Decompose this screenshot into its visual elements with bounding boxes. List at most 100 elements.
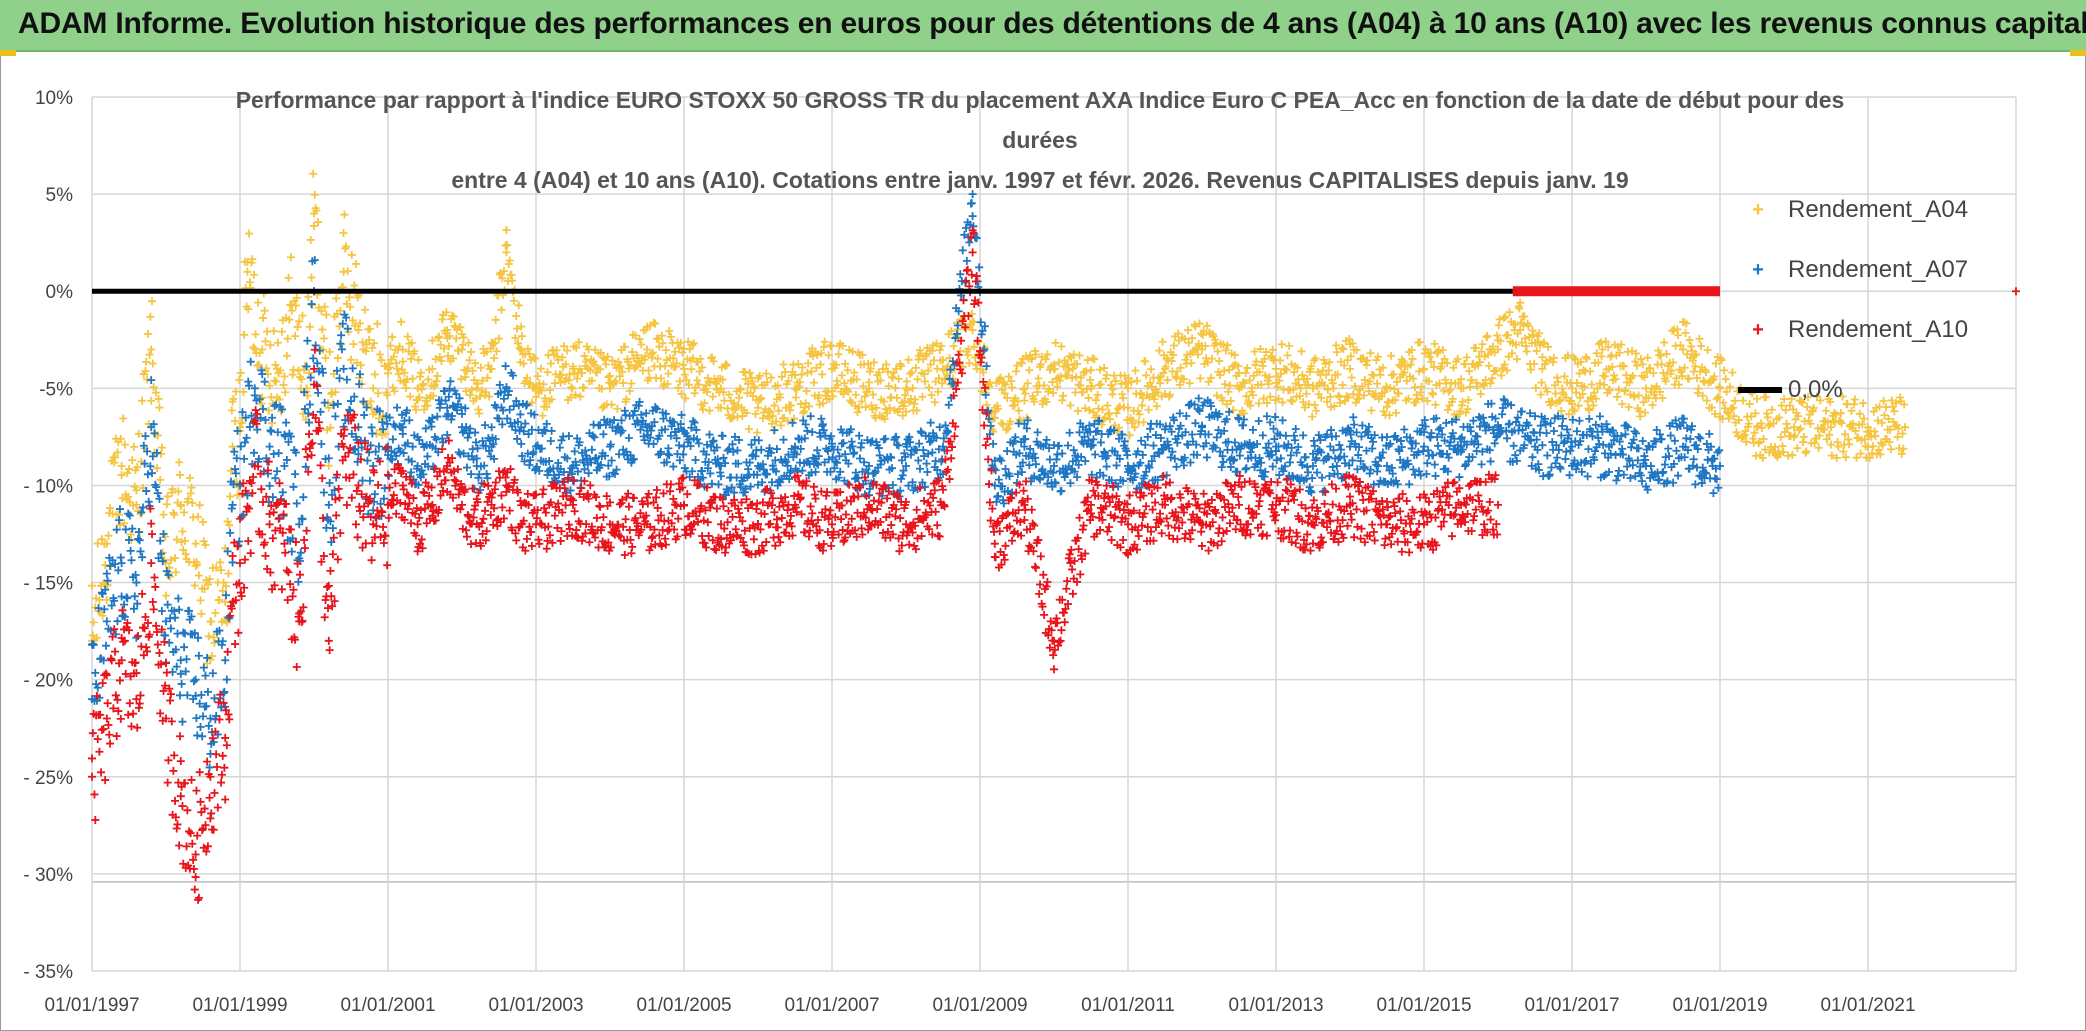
data-point-rendement-a07 <box>1691 480 1700 489</box>
data-point-rendement-a04 <box>468 366 477 375</box>
data-point-rendement-a07 <box>127 556 136 565</box>
data-point-rendement-a10 <box>572 526 581 535</box>
data-point-rendement-a04 <box>452 334 461 343</box>
data-point-rendement-a04 <box>582 357 591 366</box>
data-point-rendement-a04 <box>1158 337 1167 346</box>
data-point-rendement-a07 <box>198 732 207 741</box>
data-point-rendement-a07 <box>178 717 187 726</box>
data-point-rendement-a04 <box>269 327 278 336</box>
data-point-rendement-a10 <box>379 522 388 531</box>
data-point-rendement-a04 <box>194 571 203 580</box>
data-point-rendement-a10 <box>347 493 356 502</box>
data-point-rendement-a10 <box>265 510 274 519</box>
data-point-rendement-a07 <box>339 364 348 373</box>
data-point-rendement-a04 <box>116 434 125 443</box>
data-point-rendement-a07 <box>1281 431 1290 440</box>
data-point-rendement-a10 <box>203 842 212 851</box>
data-point-rendement-a04 <box>456 323 465 332</box>
data-point-rendement-a04 <box>681 394 690 403</box>
data-point-rendement-a04 <box>1272 364 1280 373</box>
data-point-rendement-a07 <box>624 434 633 443</box>
data-point-rendement-a07 <box>1679 414 1688 423</box>
data-point-rendement-a04 <box>1462 353 1471 362</box>
data-point-rendement-a04 <box>1020 396 1029 405</box>
data-point-rendement-a04 <box>700 399 709 408</box>
data-point-rendement-a04 <box>678 348 687 357</box>
data-point-rendement-a04 <box>321 353 330 362</box>
data-point-rendement-a07 <box>1033 428 1042 437</box>
data-point-rendement-a07 <box>1198 423 1206 432</box>
data-point-rendement-a07 <box>423 452 432 461</box>
data-point-rendement-a07 <box>1455 473 1464 482</box>
data-point-rendement-a04 <box>1662 349 1671 358</box>
data-point-rendement-a04 <box>374 389 383 398</box>
data-point-rendement-a04 <box>576 392 585 401</box>
data-point-rendement-a04 <box>663 379 672 388</box>
data-point-rendement-a04 <box>128 456 137 465</box>
data-point-rendement-a10 <box>190 885 199 894</box>
data-point-rendement-a07 <box>433 412 442 421</box>
data-point-rendement-a04 <box>245 229 254 238</box>
data-point-rendement-a10 <box>300 544 309 553</box>
data-point-rendement-a07 <box>717 472 725 481</box>
data-point-rendement-a04 <box>502 248 511 257</box>
data-point-rendement-a04 <box>607 400 616 409</box>
data-point-rendement-a04 <box>648 348 657 357</box>
data-point-rendement-a04 <box>200 585 209 594</box>
data-point-rendement-a04 <box>340 210 349 219</box>
data-point-rendement-a04 <box>222 618 231 627</box>
data-point-rendement-a07 <box>968 212 977 221</box>
data-point-rendement-a10 <box>383 561 392 570</box>
data-point-rendement-a04 <box>1196 374 1205 383</box>
data-point-rendement-a07 <box>1612 476 1621 485</box>
data-point-rendement-a07 <box>1591 420 1600 429</box>
data-point-rendement-a10 <box>138 589 147 598</box>
data-point-rendement-a04 <box>275 395 284 404</box>
data-point-rendement-a04 <box>1505 308 1514 317</box>
data-point-rendement-a10 <box>292 663 301 672</box>
data-point-rendement-a04 <box>231 416 240 425</box>
data-point-rendement-a10 <box>96 710 105 719</box>
data-point-rendement-a07 <box>299 493 308 502</box>
data-point-rendement-a07 <box>808 428 817 437</box>
data-point-rendement-a04 <box>130 482 139 491</box>
data-point-rendement-a10 <box>599 513 608 522</box>
data-point-rendement-a04 <box>1845 440 1854 449</box>
data-point-rendement-a04 <box>1096 380 1105 389</box>
data-point-rendement-a04 <box>123 469 132 478</box>
data-point-rendement-a04 <box>125 465 133 474</box>
data-point-rendement-a07 <box>130 592 139 601</box>
data-point-rendement-a04 <box>490 338 499 347</box>
data-point-rendement-a07 <box>1217 463 1226 472</box>
data-point-rendement-a07 <box>365 476 374 485</box>
data-point-rendement-a04 <box>1657 360 1666 369</box>
data-point-rendement-a07 <box>1166 453 1175 462</box>
data-point-rendement-a04 <box>271 360 280 369</box>
data-point-rendement-a07 <box>319 368 328 377</box>
data-point-rendement-a07 <box>189 677 198 686</box>
data-point-rendement-a04 <box>190 581 199 590</box>
data-point-rendement-a07 <box>173 629 182 638</box>
data-point-rendement-a04 <box>402 383 411 392</box>
data-point-rendement-a04 <box>159 510 168 519</box>
data-point-rendement-a04 <box>185 474 194 483</box>
data-point-rendement-a04 <box>1297 347 1306 356</box>
data-point-rendement-a04 <box>373 319 382 328</box>
data-point-rendement-a07 <box>208 669 217 678</box>
data-point-rendement-a04 <box>616 362 625 371</box>
data-point-rendement-a04 <box>108 509 117 518</box>
data-point-rendement-a07 <box>463 433 472 442</box>
data-point-rendement-a04 <box>1488 374 1497 383</box>
data-point-rendement-a04 <box>249 343 258 352</box>
data-point-rendement-a04 <box>481 388 490 397</box>
data-point-rendement-a04 <box>708 392 717 401</box>
data-point-rendement-a10 <box>323 583 332 592</box>
data-point-rendement-a04 <box>718 375 727 384</box>
data-point-rendement-a10 <box>97 768 106 777</box>
data-point-rendement-a07 <box>348 364 357 373</box>
data-point-rendement-a07 <box>360 411 369 420</box>
data-point-rendement-a04 <box>478 376 487 385</box>
data-point-rendement-a07 <box>201 671 210 680</box>
data-point-rendement-a07 <box>324 500 333 509</box>
data-point-rendement-a04 <box>1850 395 1859 404</box>
